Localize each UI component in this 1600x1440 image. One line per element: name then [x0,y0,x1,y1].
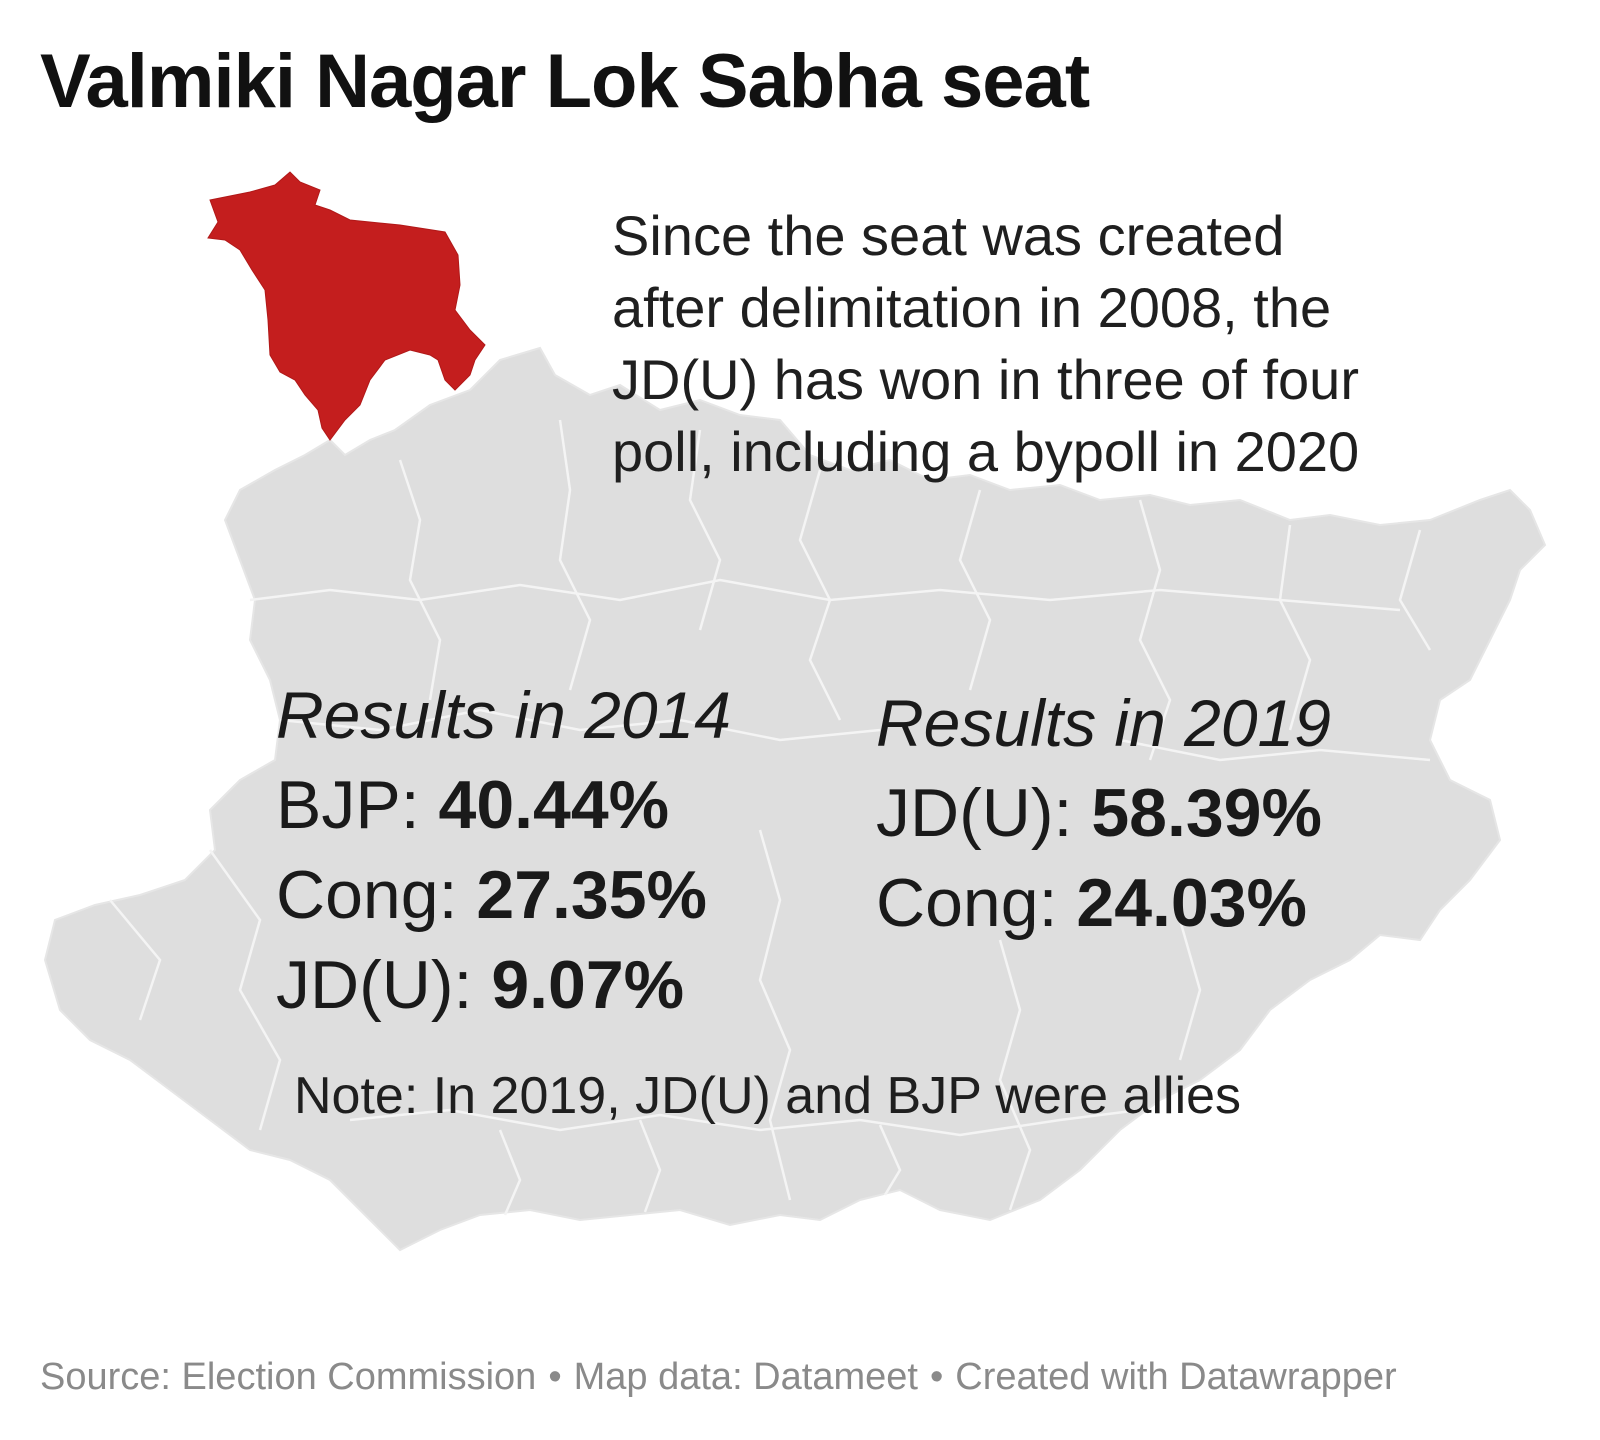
map-data-text: Map data: Datameet [573,1356,918,1398]
vote-share-value: 9.07% [491,947,685,1023]
description-line: after delimitation in 2008, the [612,276,1332,339]
results-2019-heading: Results in 2019 [876,686,1331,760]
result-row: BJP: 40.44% [276,760,896,850]
party-label: Cong: [876,865,1058,941]
party-label: JD(U): [876,775,1073,851]
party-label: BJP: [276,767,420,843]
results-2014-heading: Results in 2014 [276,678,731,752]
results-2019: Results in 2019 JD(U): 58.39% Cong: 24.0… [876,678,1496,948]
description-line: JD(U) has won in three of four [612,348,1359,411]
description-line: poll, including a bypoll in 2020 [612,420,1360,483]
vote-share-value: 27.35% [476,857,708,933]
vote-share-value: 40.44% [438,767,670,843]
result-row: JD(U): 9.07% [276,940,896,1030]
results-2014: Results in 2014 BJP: 40.44% Cong: 27.35%… [276,670,896,1030]
source-text: Source: Election Commission [40,1356,537,1398]
credit-link[interactable]: Created with Datawrapper [955,1356,1397,1398]
source-footer: Source: Election Commission • Map data: Da… [40,1356,1397,1399]
party-label: JD(U): [276,947,473,1023]
result-row: JD(U): 58.39% [876,768,1496,858]
footer-separator: • [548,1356,562,1398]
constituency-boundaries [109,419,1432,1216]
page-title: Valmiki Nagar Lok Sabha seat [40,39,1090,124]
footer-separator: • [929,1356,944,1398]
description-line: Since the seat was created [612,204,1285,267]
alliance-note: Note: In 2019, JD(U) and BJP were allies [294,1067,1242,1125]
vote-share-value: 24.03% [1076,865,1308,941]
seat-description: Since the seat was created after delimit… [612,200,1512,488]
result-row: Cong: 24.03% [876,858,1496,948]
result-row: Cong: 27.35% [276,850,896,940]
state-region [43,346,1547,1252]
vote-share-value: 58.39% [1091,775,1322,851]
valmiki-nagar-highlight [207,171,486,441]
party-label: Cong: [276,857,458,933]
